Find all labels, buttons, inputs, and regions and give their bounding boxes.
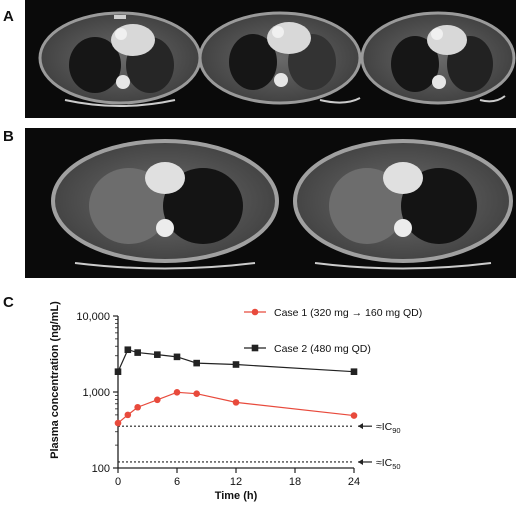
x-tick-label: 12 — [230, 476, 242, 488]
y-tick-label: 10,000 — [76, 311, 110, 323]
data-point — [173, 353, 181, 361]
y-tick-label: 1,000 — [82, 387, 110, 399]
data-point — [124, 346, 132, 354]
reference-label: ≈IC90 — [376, 421, 401, 435]
pk-chart: 100 1,000 10,000 0 6 12 18 24 ≈IC90 ≈IC50 Case 1… — [49, 301, 422, 502]
chart-legend: Case 1 (320 mg → 160 mg QD) Case 2 (480 m… — [244, 307, 422, 355]
data-point — [350, 412, 358, 419]
reference-lines: ≈IC90 ≈IC50 — [118, 421, 401, 471]
data-point — [232, 361, 240, 368]
ct-panel-a-image — [38, 11, 516, 107]
data-point — [350, 368, 358, 375]
legend-label: Case 2 (480 mg QD) — [274, 343, 371, 355]
data-point — [114, 419, 122, 427]
ct-slice-b1 — [51, 139, 279, 270]
data-point — [154, 396, 161, 404]
data-point — [193, 359, 200, 367]
ct-slice-b2 — [293, 139, 513, 270]
ct-slice-a3 — [360, 11, 516, 105]
ct-slice-a1 — [38, 11, 202, 107]
reference-label: ≈IC50 — [376, 457, 401, 471]
x-tick-label: 6 — [174, 476, 180, 488]
panel-label-a: A — [3, 8, 14, 25]
data-point — [134, 403, 141, 411]
reference-arrowhead — [358, 458, 363, 465]
x-axis-label: Time (h) — [215, 490, 258, 502]
data-point — [232, 399, 240, 406]
chart-axes: 100 1,000 10,000 0 6 12 18 24 — [76, 311, 360, 488]
data-point — [154, 351, 161, 358]
data-point — [124, 411, 132, 419]
data-point — [134, 349, 141, 356]
legend-label: Case 1 (320 mg → 160 mg QD) — [274, 307, 422, 319]
data-point — [114, 368, 122, 375]
legend-marker — [251, 308, 259, 316]
panel-label-c: C — [3, 294, 14, 311]
series-line-1 — [117, 391, 355, 424]
y-tick-label: 100 — [92, 463, 110, 475]
y-axis-label: Plasma concentration (ng/mL) — [49, 301, 61, 459]
data-point — [193, 390, 200, 397]
ct-panel-b-image — [51, 139, 513, 270]
chart-series — [114, 346, 358, 427]
ct-slice-a2 — [198, 11, 362, 105]
x-tick-label: 18 — [289, 476, 301, 488]
ct-panel-b — [25, 128, 516, 278]
data-point — [173, 389, 181, 396]
panel-label-b: B — [3, 128, 14, 145]
reference-arrowhead — [358, 423, 363, 430]
x-tick-label: 24 — [348, 476, 360, 488]
legend-marker — [251, 344, 259, 352]
x-tick-label: 0 — [115, 476, 121, 488]
ct-panel-a — [25, 0, 516, 118]
